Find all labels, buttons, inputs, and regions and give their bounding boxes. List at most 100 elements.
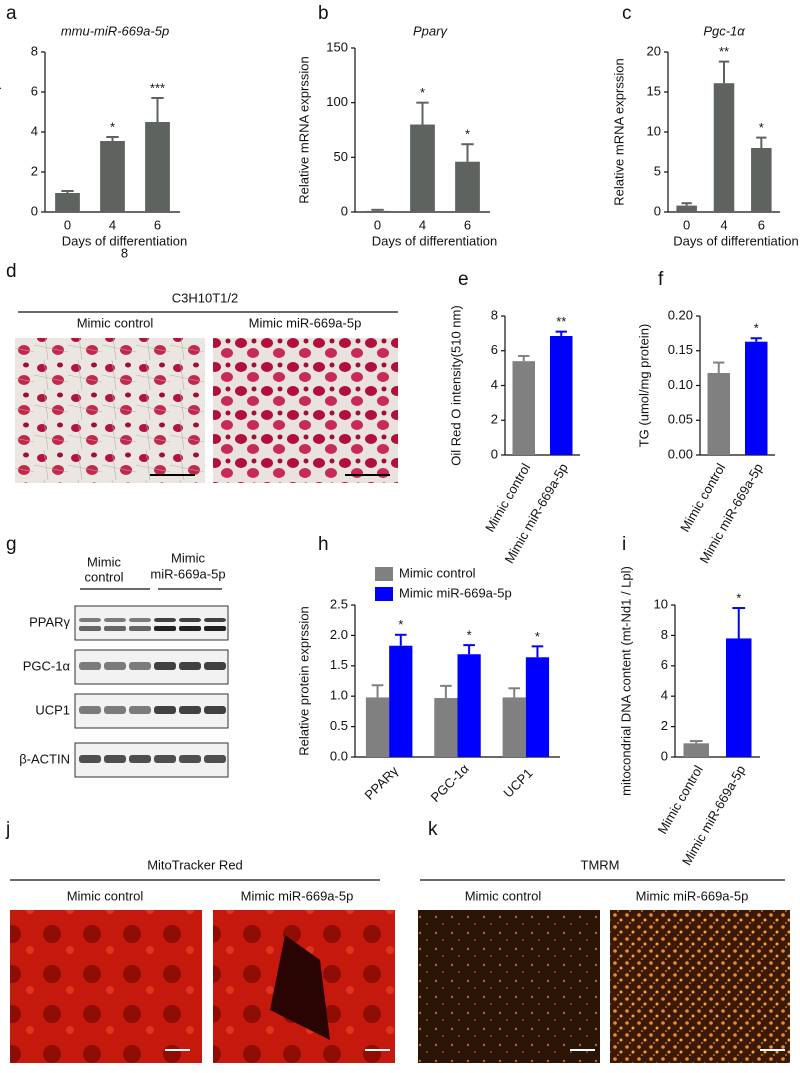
x-tick-label: 4 (109, 217, 116, 232)
bar (676, 205, 697, 212)
x-tick-label: 0 (64, 217, 71, 232)
significance: ** (719, 44, 729, 59)
band (179, 626, 201, 631)
bar (751, 148, 772, 212)
x-tick-label: 6 (154, 217, 161, 232)
significance: * (736, 590, 741, 605)
bar (745, 341, 768, 455)
y-axis-label: Oil Red O intensity(510 nm) (448, 305, 463, 465)
significance: * (535, 629, 540, 644)
x-tick-label: 0 (683, 217, 690, 232)
legend-swatch (375, 567, 393, 581)
panel-letter: c (622, 3, 632, 24)
panel-letter: g (6, 534, 17, 555)
significance: * (465, 127, 470, 142)
panel-letter: f (658, 269, 664, 290)
band (204, 662, 226, 670)
x-tick-label: 6 (758, 217, 765, 232)
footnote: 8 (121, 245, 128, 260)
y-tick-label: 0.00 (668, 446, 693, 461)
y-tick-label: 6 (491, 342, 498, 357)
chart-title: Pparγ (413, 23, 448, 38)
group-label: Mimic (171, 550, 205, 565)
panel-letter: h (318, 534, 329, 555)
bar (525, 657, 550, 757)
bar (502, 697, 526, 757)
y-tick-label: 0.15 (668, 342, 693, 357)
y-tick-label: 1.0 (330, 688, 348, 703)
image-label: Mimic miR-669a-5p (636, 888, 749, 903)
band (204, 755, 226, 763)
significance: * (754, 321, 759, 336)
dark-region (270, 935, 330, 1040)
blot-label: PPARγ (29, 614, 70, 629)
micrograph (213, 338, 398, 483)
band (104, 755, 126, 763)
y-tick-label: 20 (647, 43, 661, 58)
x-axis-label: Days of differentiation (372, 233, 498, 248)
bar (365, 697, 390, 757)
legend-swatch (375, 587, 393, 601)
band (79, 706, 101, 714)
bar (100, 141, 125, 212)
band (204, 706, 226, 714)
y-tick-label: 10 (654, 596, 668, 611)
y-axis-label: Relative microRNA exprssion (0, 48, 1, 216)
y-tick-label: 0 (31, 203, 38, 218)
image-label: Mimic control (67, 888, 144, 903)
x-axis-label: Days of differentiation (62, 233, 188, 248)
chart-title: Pgc-1α (703, 23, 745, 38)
y-tick-label: 0.10 (668, 377, 693, 392)
blot (74, 742, 229, 778)
image-label: Mimic miR-669a-5p (249, 315, 362, 330)
image-label: Mimic control (465, 888, 542, 903)
y-tick-label: 2.0 (330, 627, 348, 642)
bar (365, 210, 390, 212)
band (204, 618, 226, 622)
bar (434, 698, 458, 757)
y-tick-label: 0 (661, 748, 668, 763)
y-tick-label: 2 (491, 412, 498, 427)
bar (55, 193, 80, 212)
y-axis-label: Relative mRNA exprssion (296, 56, 311, 203)
significance: ** (556, 314, 566, 329)
significance: * (398, 617, 403, 632)
y-tick-label: 10 (647, 123, 661, 138)
band (79, 626, 101, 631)
micrograph (15, 338, 205, 483)
panel-title: MitoTracker Red (147, 857, 243, 872)
significance: * (467, 628, 472, 643)
y-tick-label: 0 (491, 446, 498, 461)
band (179, 755, 201, 763)
band (204, 626, 226, 631)
band (129, 618, 151, 622)
legend-label: Mimic miR-669a-5p (399, 585, 512, 600)
blot-label: PGC-1α (23, 658, 71, 673)
band (79, 662, 101, 670)
panel-title: C3H10T1/2 (172, 290, 238, 305)
band (154, 662, 176, 670)
panel-letter: j (5, 819, 10, 840)
group-label: miR-669a-5p (150, 566, 225, 581)
panel-title: TMRM (581, 857, 620, 872)
band (104, 618, 126, 622)
significance: *** (150, 80, 165, 95)
y-axis-label: Relative mRNA exprssion (611, 58, 626, 205)
y-tick-label: 8 (491, 307, 498, 322)
bar (683, 743, 709, 757)
y-tick-label: 0.0 (330, 748, 348, 763)
band (179, 618, 201, 622)
band (104, 626, 126, 631)
band (129, 662, 151, 670)
panel-letter: k (428, 819, 438, 840)
group-label: control (84, 569, 123, 584)
x-axis-label: Days of differentiation (673, 233, 799, 248)
band (154, 706, 176, 714)
x-tick-label: PPARγ (362, 763, 402, 803)
y-tick-label: 1.5 (330, 657, 348, 672)
y-tick-label: 0.05 (668, 412, 693, 427)
group-label: Mimic (87, 554, 121, 569)
bar (512, 361, 535, 455)
band (154, 626, 176, 631)
